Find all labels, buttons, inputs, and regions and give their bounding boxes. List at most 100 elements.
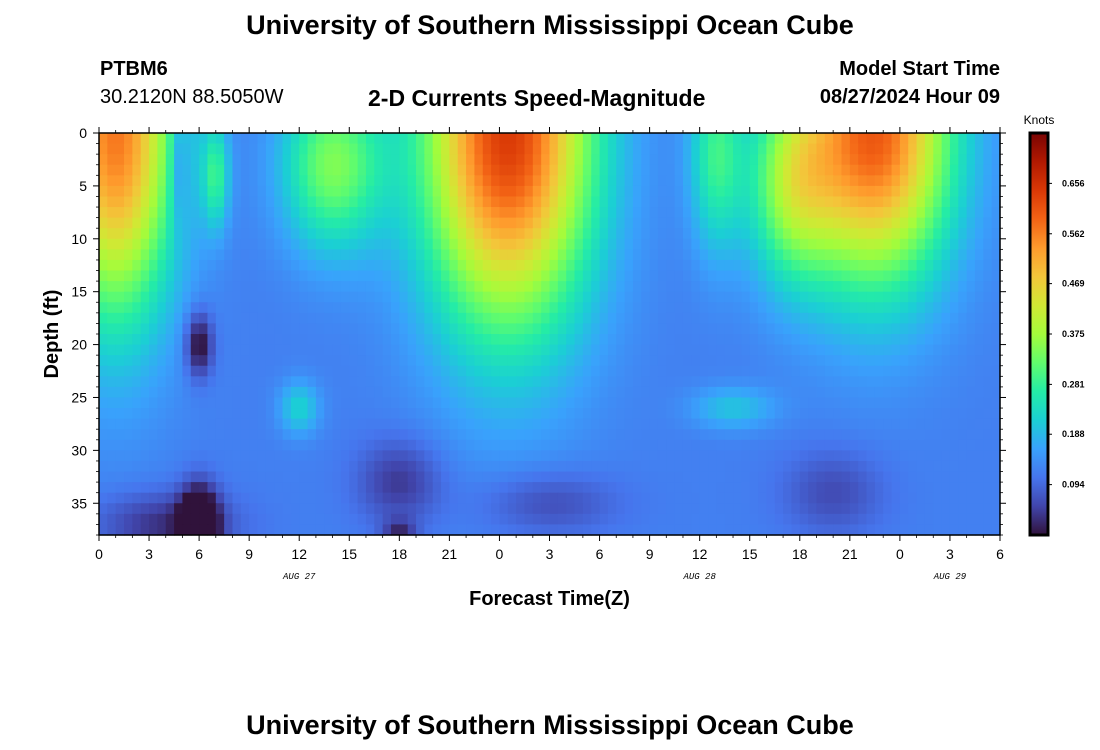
heatmap-cell: [866, 185, 876, 198]
heatmap-cell: [349, 503, 359, 515]
heatmap-cell: [824, 291, 834, 303]
heatmap-cell: [474, 492, 484, 504]
heatmap-cell: [724, 196, 734, 208]
heatmap-cell: [858, 524, 868, 536]
heatmap-cell: [107, 334, 117, 346]
heatmap-cell: [482, 154, 492, 166]
heatmap-cell: [299, 365, 309, 377]
heatmap-cell: [941, 355, 951, 367]
heatmap-cell: [724, 270, 734, 282]
heatmap-cell: [591, 418, 601, 430]
heatmap-cell: [607, 344, 617, 356]
heatmap-cell: [983, 302, 993, 314]
heatmap-cell: [507, 365, 517, 377]
heatmap-cell: [691, 249, 701, 261]
heatmap-cell: [716, 408, 726, 420]
heatmap-cell: [124, 344, 133, 356]
heatmap-cell: [657, 312, 667, 325]
heatmap-cell: [874, 397, 884, 409]
heatmap-cell: [924, 175, 934, 187]
heatmap-cell: [132, 365, 142, 377]
heatmap-cell: [315, 513, 325, 526]
heatmap-cell: [933, 344, 943, 356]
heatmap-cell: [666, 323, 676, 335]
heatmap-cell: [516, 175, 526, 187]
heatmap-cell: [783, 143, 793, 155]
heatmap-cell: [974, 482, 984, 494]
heatmap-cell: [566, 143, 576, 155]
heatmap-cell: [933, 270, 943, 282]
heatmap-cell: [741, 323, 751, 335]
heatmap-cell: [157, 439, 167, 451]
heatmap-cell: [340, 386, 350, 399]
heatmap-cell: [466, 164, 476, 176]
heatmap-cell: [958, 259, 968, 272]
heatmap-cell: [265, 503, 275, 515]
heatmap-cell: [808, 217, 818, 229]
heatmap-cell: [833, 164, 843, 176]
heatmap-cell: [666, 460, 676, 473]
heatmap-cell: [816, 217, 826, 229]
heatmap-cell: [482, 164, 492, 176]
heatmap-cell: [232, 460, 242, 473]
heatmap-cell: [849, 471, 859, 483]
heatmap-cell: [165, 281, 175, 293]
heatmap-cell: [557, 408, 567, 420]
heatmap-cell: [374, 175, 384, 187]
heatmap-cell: [749, 460, 759, 473]
heatmap-cell: [482, 207, 492, 219]
heatmap-cell: [974, 323, 984, 335]
heatmap-cell: [407, 376, 417, 388]
heatmap-cell: [282, 249, 292, 261]
heatmap-cell: [582, 249, 592, 261]
heatmap-cell: [666, 249, 676, 261]
heatmap-cell: [532, 365, 542, 377]
heatmap-cell: [474, 503, 484, 515]
heatmap-cell: [449, 281, 459, 293]
heatmap-cell: [99, 524, 108, 536]
heatmap-cell: [724, 133, 734, 145]
heatmap-cell: [649, 217, 659, 229]
heatmap-cell: [958, 270, 968, 282]
heatmap-cell: [816, 259, 826, 272]
heatmap-cell: [282, 133, 292, 145]
heatmap-cell: [733, 302, 742, 314]
heatmap-cell: [374, 524, 384, 536]
heatmap-cell: [941, 513, 951, 526]
heatmap-cell: [174, 439, 184, 451]
heatmap-cell: [866, 323, 876, 335]
heatmap-cell: [299, 270, 309, 282]
heatmap-cell: [315, 185, 325, 198]
heatmap-cell: [190, 259, 200, 272]
heatmap-cell: [165, 217, 175, 229]
heatmap-cell: [491, 259, 501, 272]
heatmap-cell: [365, 482, 375, 494]
heatmap-cell: [491, 524, 501, 536]
heatmap-cell: [340, 154, 350, 166]
heatmap-cell: [207, 334, 217, 346]
heatmap-cell: [649, 323, 659, 335]
heatmap-cell: [883, 207, 893, 219]
heatmap-cell: [933, 439, 943, 451]
heatmap-cell: [674, 312, 684, 325]
heatmap-cell: [99, 397, 108, 409]
heatmap-cell: [549, 228, 559, 240]
heatmap-cell: [624, 524, 634, 536]
heatmap-cell: [349, 524, 359, 536]
heatmap-cell: [357, 259, 367, 272]
heatmap-cell: [532, 439, 542, 451]
heatmap-cell: [399, 524, 409, 536]
heatmap-cell: [849, 133, 859, 145]
heatmap-cell: [908, 492, 918, 504]
heatmap-cell: [532, 397, 542, 409]
heatmap-cell: [307, 450, 317, 462]
heatmap-cell: [849, 291, 859, 303]
heatmap-cell: [908, 429, 918, 441]
heatmap-cell: [499, 302, 509, 314]
heatmap-cell: [432, 291, 442, 303]
heatmap-cell: [849, 217, 859, 229]
heatmap-cell: [349, 323, 359, 335]
heatmap-cell: [182, 418, 192, 430]
heatmap-cell: [215, 397, 225, 409]
heatmap-cell: [274, 482, 284, 494]
